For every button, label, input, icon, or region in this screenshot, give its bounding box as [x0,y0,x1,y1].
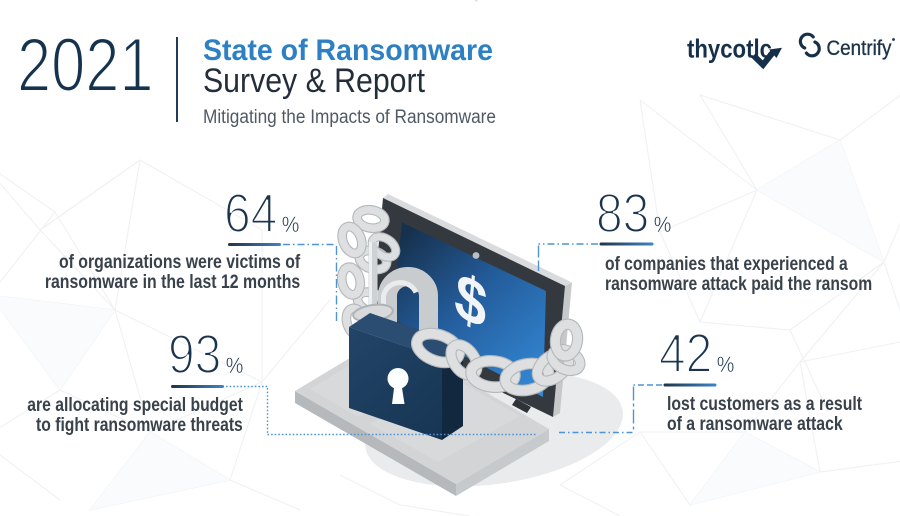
svg-text:Centrify: Centrify [827,37,893,60]
svg-text:$: $ [452,259,490,344]
